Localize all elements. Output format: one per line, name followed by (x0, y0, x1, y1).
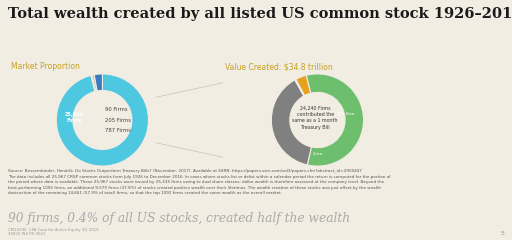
Text: 24,240 Firms
contributed the
same as a 1 month
Treasury Bill: 24,240 Firms contributed the same as a 1… (292, 105, 338, 130)
Wedge shape (295, 79, 305, 96)
Text: $-trn: $-trn (312, 151, 323, 155)
Text: $17.6trn: $17.6trn (337, 111, 355, 115)
Text: Value Created: $34.8 trillion: Value Created: $34.8 trillion (225, 62, 333, 72)
Text: Total wealth created by all listed US common stock 1926–2016: Total wealth created by all listed US co… (8, 7, 512, 21)
Wedge shape (92, 75, 97, 91)
Text: Market Proportion: Market Proportion (11, 62, 80, 72)
Wedge shape (94, 74, 102, 91)
Wedge shape (306, 74, 364, 166)
Text: 90 firms, 0.4% of all US stocks, created half the wealth: 90 firms, 0.4% of all US stocks, created… (8, 212, 350, 225)
Text: 205 Firms: 205 Firms (105, 118, 131, 122)
Wedge shape (296, 75, 311, 96)
Wedge shape (91, 75, 96, 91)
Text: Source: Bessembinder, Hendrik, Do Stocks Outperform Treasury Bills? (November, 2: Source: Bessembinder, Hendrik, Do Stocks… (8, 169, 390, 195)
Text: 25,000
Firms: 25,000 Firms (65, 112, 83, 123)
Text: 5: 5 (500, 231, 504, 236)
Wedge shape (56, 74, 148, 166)
Text: CM10296  CFA Case for Active Equity 3Q 2019
36832 WS PS 9022: CM10296 CFA Case for Active Equity 3Q 20… (8, 228, 98, 236)
Text: 90 Firms: 90 Firms (105, 107, 127, 112)
Text: 787 Firms: 787 Firms (105, 128, 131, 133)
Wedge shape (271, 80, 311, 165)
